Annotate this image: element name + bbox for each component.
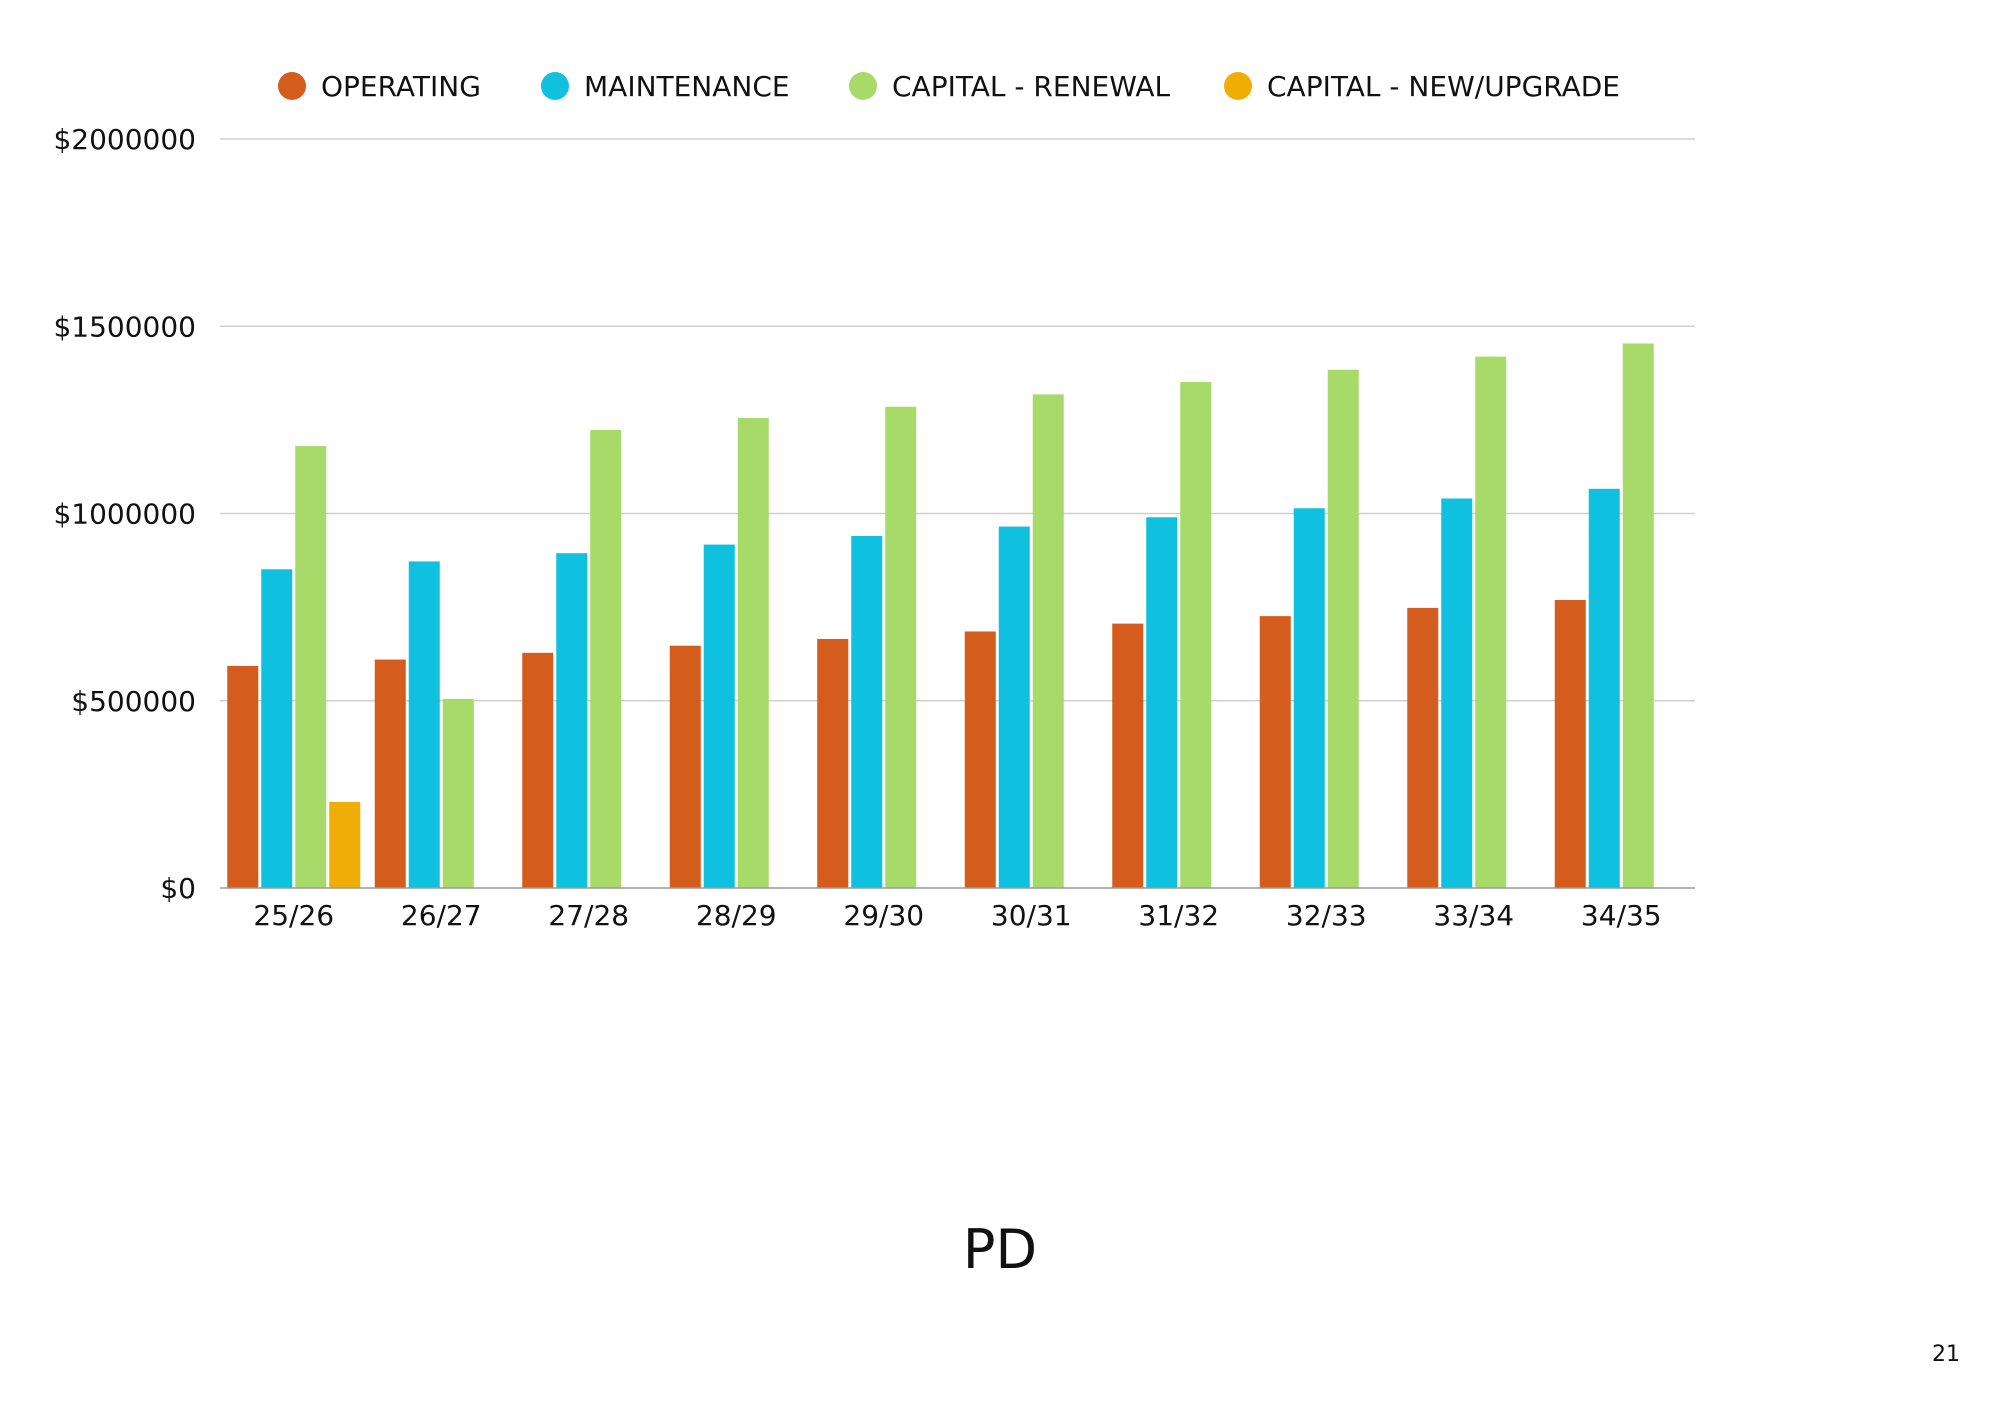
x-tick-label: 29/30 [843,899,924,932]
bar-maintenance-26-27 [408,561,440,888]
bar-capital-renewal-25-26 [295,446,327,888]
y-tick-label: $2000000 [53,123,196,156]
page-number: 21 [1932,1342,1960,1367]
bar-capital-renewal-26-27 [442,698,474,888]
x-tick-label: 25/26 [253,899,334,932]
bar-capital-renewal-34-35 [1622,343,1654,888]
y-tick-label: $1000000 [53,498,196,531]
bar-operating-26-27 [374,659,406,888]
bar-capital-renewal-33-34 [1475,356,1507,889]
bar-capital-renewal-30-31 [1032,394,1064,888]
chart-gridlines [220,138,1695,702]
bar-operating-28-29 [669,645,701,888]
bar-capital-renewal-29-30 [885,406,917,888]
x-tick-label: 33/34 [1433,899,1514,932]
bar-maintenance-31-32 [1146,517,1178,888]
y-axis-ticks: $0 $500000 $1000000 $1500000 $2000000 [53,123,196,905]
legend-marker [1224,72,1252,100]
bar-operating-27-28 [522,652,554,888]
x-tick-label: 34/35 [1581,899,1662,932]
x-tick-label: 28/29 [696,899,777,932]
bar-operating-25-26 [227,665,259,888]
y-tick-label: $0 [160,872,196,905]
legend-marker [849,72,877,100]
bar-operating-34-35 [1554,600,1586,888]
legend-marker [541,72,569,100]
bar-operating-32-33 [1259,616,1291,888]
x-tick-label: 31/32 [1138,899,1219,932]
x-axis-ticks: 25/26 26/27 27/28 28/29 29/30 30/31 31/32 32/33… [253,899,1661,932]
chart-bars [227,343,1654,889]
bar-maintenance-29-30 [851,535,883,888]
bar-capital-renewal-32-33 [1327,369,1359,888]
legend-marker [278,72,306,100]
bar-capital-renewal-31-32 [1180,382,1212,888]
bar-maintenance-27-28 [556,553,588,888]
y-tick-label: $1500000 [53,310,196,343]
x-tick-label: 27/28 [548,899,629,932]
bar-maintenance-33-34 [1441,498,1473,888]
bar-maintenance-30-31 [998,526,1030,888]
legend-label: CAPITAL - NEW/UPGRADE [1267,70,1620,103]
y-tick-label: $500000 [71,685,196,718]
bar-operating-33-34 [1407,607,1439,888]
bar-capital-new-upgrade-25-26 [329,801,361,888]
bar-operating-31-32 [1112,623,1144,888]
legend-label: MAINTENANCE [584,70,790,103]
chart-legend: OPERATING MAINTENANCE CAPITAL - RENEWAL CAP… [278,70,1620,103]
x-tick-label: 26/27 [401,899,482,932]
x-tick-label: 30/31 [991,899,1072,932]
x-tick-label: 32/33 [1286,899,1367,932]
bar-maintenance-25-26 [261,569,293,888]
bar-maintenance-28-29 [703,544,735,888]
bar-maintenance-32-33 [1293,508,1325,888]
page-title: PD [962,1218,1038,1281]
bar-maintenance-34-35 [1588,488,1620,888]
bar-operating-30-31 [964,631,996,888]
bar-operating-29-30 [817,638,849,888]
bar-capital-renewal-27-28 [590,429,622,888]
bar-capital-renewal-28-29 [737,418,769,888]
legend-label: OPERATING [321,70,481,103]
legend-label: CAPITAL - RENEWAL [892,70,1171,103]
